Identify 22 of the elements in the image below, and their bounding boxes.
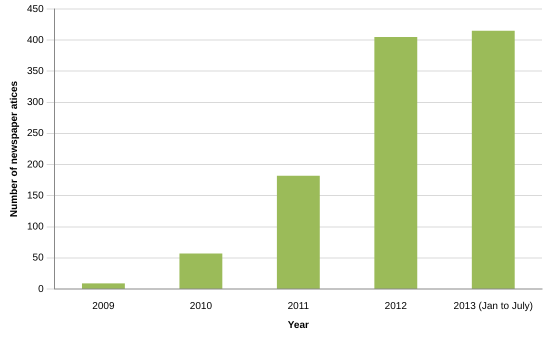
x-tick-label: 2010 <box>190 300 212 312</box>
y-tick-label: 250 <box>26 128 44 140</box>
y-tick-label: 350 <box>26 66 44 77</box>
y-tick-label: 200 <box>26 159 44 170</box>
x-axis-title: Year <box>288 320 310 331</box>
bar <box>374 37 418 288</box>
bar <box>472 30 515 288</box>
y-axis-title: Number of newspaper atices <box>8 80 20 218</box>
x-tick-label: 2009 <box>92 300 115 312</box>
y-tick-label: 100 <box>26 222 44 233</box>
y-tick-label: 0 <box>38 284 44 295</box>
y-tick-label: 400 <box>26 34 44 46</box>
bar <box>179 254 222 288</box>
y-tick-label: 300 <box>26 97 44 108</box>
y-tick-label: 450 <box>26 4 44 15</box>
bar <box>82 283 125 288</box>
y-tick-label: 150 <box>26 190 44 202</box>
x-tick-label: 2012 <box>384 300 408 312</box>
x-tick-label: 2013 (Jan to July) <box>454 300 534 312</box>
bar <box>276 176 320 288</box>
y-tick-label: 50 <box>32 252 44 264</box>
x-tick-label: 2011 <box>288 300 310 312</box>
